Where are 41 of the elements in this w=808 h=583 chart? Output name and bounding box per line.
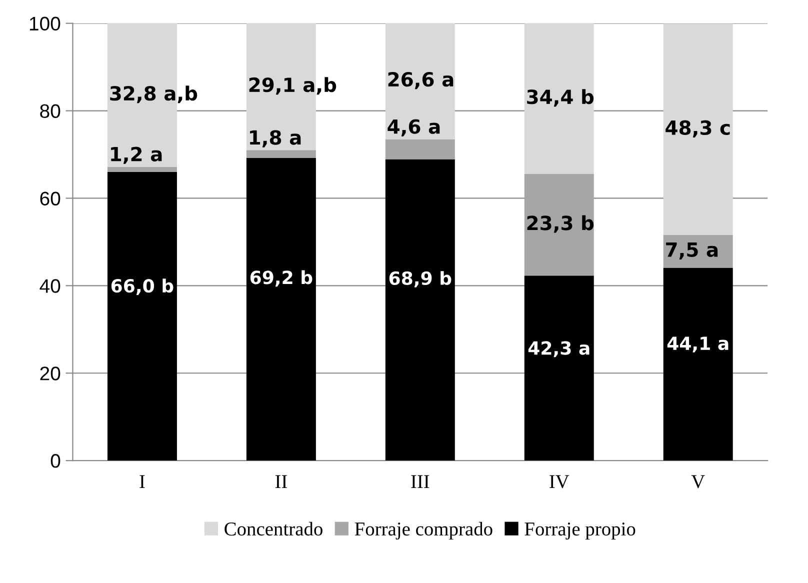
data-label: 68,9 b <box>389 271 452 288</box>
bar <box>385 139 455 160</box>
bar <box>524 174 594 276</box>
data-label: 1,2 a <box>111 146 162 164</box>
bar <box>524 276 594 461</box>
legend-label: Forraje comprado <box>354 522 492 540</box>
x-tick-label: III <box>411 475 430 488</box>
bar <box>663 268 733 461</box>
data-label: 32,8 a,b <box>110 86 198 104</box>
x-tick-label: IV <box>550 475 570 488</box>
bar <box>246 158 316 461</box>
y-tick-label: 20 <box>40 366 60 380</box>
legend-label: Forraje propio <box>524 522 636 540</box>
data-label: 34,4 b <box>527 89 594 107</box>
data-label: 66,0 b <box>111 278 174 295</box>
y-tick-label: 100 <box>30 16 60 31</box>
data-label: 44,1 a <box>667 336 728 352</box>
data-label: 1,8 a <box>250 130 301 148</box>
x-tick-label: I <box>140 475 145 488</box>
bar <box>107 166 177 172</box>
data-label: 29,1 a,b <box>249 77 336 95</box>
x-tick-label: V <box>691 475 705 488</box>
y-tick-label: 0 <box>50 454 60 468</box>
bar <box>107 172 177 461</box>
data-label: 7,5 a <box>666 242 718 260</box>
data-label: 4,6 a <box>388 119 440 136</box>
data-label: 26,6 a <box>388 72 454 90</box>
bar <box>385 23 455 140</box>
data-label: 23,3 b <box>527 215 594 233</box>
data-label: 42,3 a <box>528 341 590 358</box>
y-tick-label: 80 <box>40 104 60 118</box>
data-label: 48,3 c <box>666 120 730 138</box>
bar <box>385 159 455 461</box>
bar <box>524 23 594 174</box>
data-label: 69,2 b <box>250 270 312 287</box>
bar <box>663 24 733 235</box>
y-tick-label: 40 <box>40 279 60 293</box>
y-tick-label: 60 <box>40 192 60 206</box>
bar <box>246 150 316 158</box>
legend-label: Concentrado <box>224 522 322 536</box>
x-tick-label: II <box>275 475 287 488</box>
